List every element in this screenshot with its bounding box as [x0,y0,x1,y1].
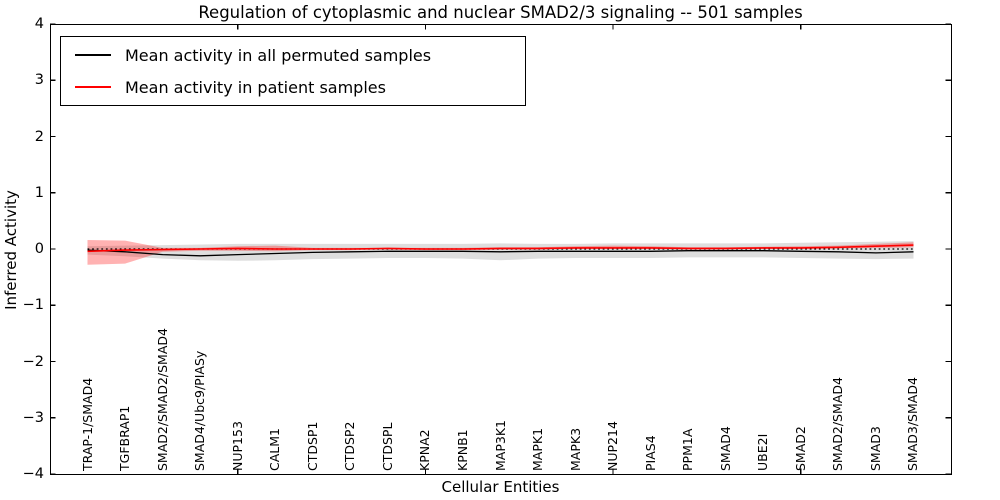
chart-title: Regulation of cytoplasmic and nuclear SM… [198,3,803,22]
legend: Mean activity in all permuted samples Mea… [60,36,526,106]
x-category-label: KPNA2 [417,429,433,471]
x-category-label: SMAD4 [717,426,733,471]
permuted-mean-line [87,249,914,257]
x-category-label: NUP214 [605,421,621,471]
x-category-label: CTDSP1 [304,421,320,471]
y-tick-label: 1 [34,184,44,201]
x-category-label: CTDSPL [379,422,395,471]
y-tick-label: 2 [34,128,44,145]
x-category-label: MAP3K1 [492,420,508,471]
x-category-label: SMAD2 [792,426,808,471]
y-tick-label: 3 [34,72,44,89]
legend-item-label: Mean activity in all permuted samples [125,45,432,65]
x-category-label: TRAP-1/SMAD4 [79,377,95,471]
x-category-label: MAPK3 [567,427,583,471]
x-category-label: PPM1A [680,428,696,471]
x-category-label: UBE2I [755,433,771,471]
patient-mean-line [87,244,914,253]
x-category-label: SMAD4/Ubc9/PIASy [192,350,208,471]
y-tick-label: −4 [22,466,44,482]
y-tick-label: 0 [34,241,44,257]
patient-line-sample-icon [75,86,111,88]
x-axis-label: Cellular Entities [441,478,560,496]
x-category-label: SMAD3/SMAD4 [905,377,921,471]
permuted-line-sample-icon [75,54,111,56]
x-category-label: PIAS4 [642,435,658,471]
legend-item: Mean activity in patient samples [75,78,525,97]
x-category-label: CALM1 [267,428,283,471]
legend-item-label: Mean activity in patient samples [125,77,386,97]
x-category-label: MAPK1 [530,427,546,471]
y-tick-label: −2 [22,353,44,370]
x-category-label: SMAD2/SMAD4 [830,377,846,471]
x-category-label: KPNB1 [454,429,470,471]
x-category-label: TGFBRAP1 [117,405,133,471]
x-category-label: CTDSP2 [342,421,358,471]
x-category-label: SMAD3 [867,426,883,471]
permuted-band [87,241,914,261]
y-tick-label: 4 [34,16,44,32]
legend-item: Mean activity in all permuted samples [75,46,525,65]
x-category-label: NUP153 [229,421,245,471]
y-tick-label: −3 [22,409,44,426]
y-tick-label: −1 [22,297,44,314]
x-category-label: SMAD2/SMAD2/SMAD4 [154,328,170,471]
